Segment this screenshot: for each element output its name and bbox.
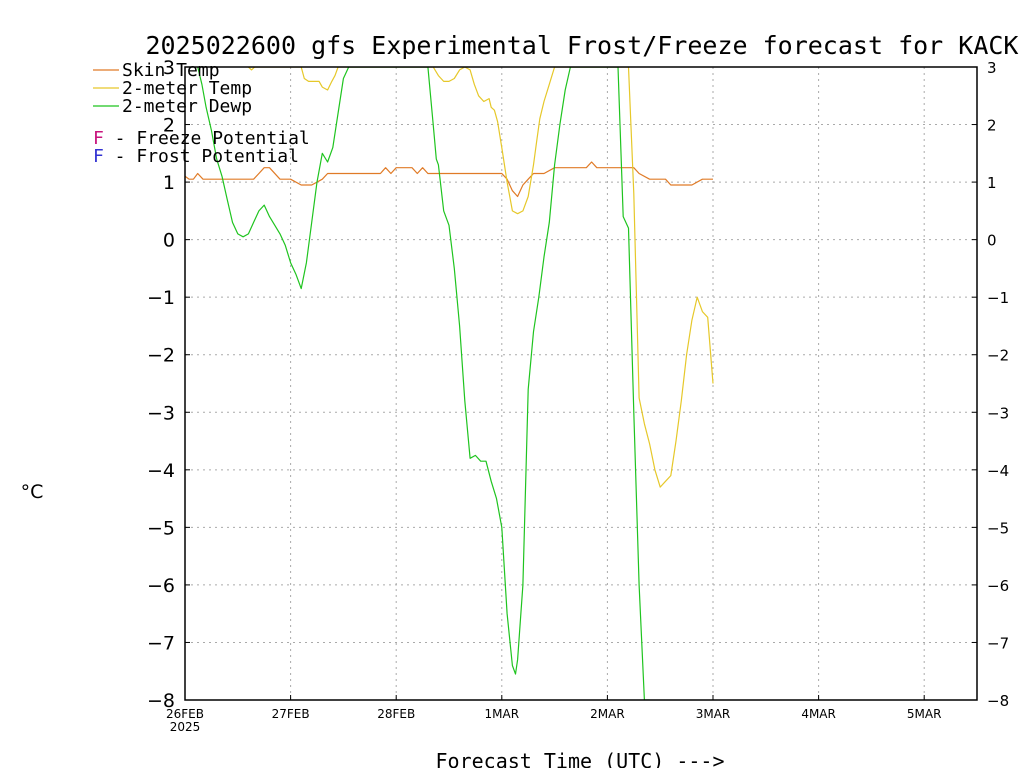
- x-tick-label: 28FEB: [377, 707, 415, 721]
- potential-legend-entry: F - Frost Potential: [93, 146, 299, 167]
- series-layer: [185, 67, 714, 700]
- chart-title: 2025022600 gfs Experimental Frost/Freeze…: [146, 31, 1019, 60]
- x-tick-label: 1MAR: [485, 707, 520, 721]
- y-tick-label-left: −8: [147, 690, 175, 712]
- y-tick-label-right: 1: [987, 174, 997, 192]
- y-tick-label-right: −3: [987, 404, 1009, 422]
- legend-label: 2-meter Dewp: [122, 96, 252, 117]
- y-tick-label-left: 1: [163, 172, 175, 194]
- y-tick-label-left: −6: [147, 575, 175, 597]
- grid-lines: [185, 67, 977, 700]
- y-tick-label-right: −5: [987, 519, 1009, 537]
- x-tick-sublabel: 2025: [170, 720, 201, 734]
- y-tick-label-right: 2: [987, 117, 997, 135]
- x-tick-label: 4MAR: [801, 707, 836, 721]
- axis-ticks: −8 −8 −7 −7 −6 −6 −5 −5 −4 −4 −3 −3 −2 −2 −1 −1 0 0 1 1 2 2 3 3…: [147, 57, 1009, 734]
- y-tick-label-left: −1: [147, 287, 175, 309]
- y-tick-label-left: 2: [163, 115, 175, 137]
- x-tick-label: 27FEB: [272, 707, 310, 721]
- y-axis-label: °C: [21, 481, 44, 503]
- series-line-skin-temp: [185, 161, 713, 198]
- y-tick-label-left: 3: [163, 57, 175, 79]
- y-tick-label-right: 3: [987, 59, 997, 77]
- y-tick-label-left: −2: [147, 345, 175, 367]
- plot-frame: [184, 66, 978, 701]
- x-axis-label: Forecast Time (UTC) --->: [436, 749, 725, 768]
- y-tick-label-right: −2: [987, 347, 1009, 365]
- y-tick-label-right: −6: [987, 577, 1009, 595]
- y-tick-label-left: −5: [147, 517, 175, 539]
- y-tick-label-left: −4: [147, 460, 175, 482]
- y-tick-label-left: −7: [147, 632, 175, 654]
- y-tick-label-right: 0: [987, 232, 997, 250]
- x-tick-label: 3MAR: [696, 707, 731, 721]
- y-tick-label-right: −4: [987, 462, 1009, 480]
- x-tick-label: 5MAR: [907, 707, 942, 721]
- series-line-2-meter-temp: [247, 67, 714, 488]
- y-tick-label-left: 0: [163, 230, 175, 252]
- series-line-2-meter-dewp: [197, 67, 650, 700]
- x-tick-label: 2MAR: [590, 707, 625, 721]
- legend-label: 2-meter Temp: [122, 78, 252, 99]
- y-tick-label-right: −8: [987, 692, 1009, 710]
- y-tick-label-left: −3: [147, 402, 175, 424]
- legend-label: Skin Temp: [122, 60, 220, 81]
- y-tick-label-right: −1: [987, 289, 1009, 307]
- potential-legend-entry: F - Freeze Potential: [93, 128, 310, 149]
- y-tick-label-right: −7: [987, 634, 1009, 652]
- x-tick-label: 26FEB: [166, 707, 204, 721]
